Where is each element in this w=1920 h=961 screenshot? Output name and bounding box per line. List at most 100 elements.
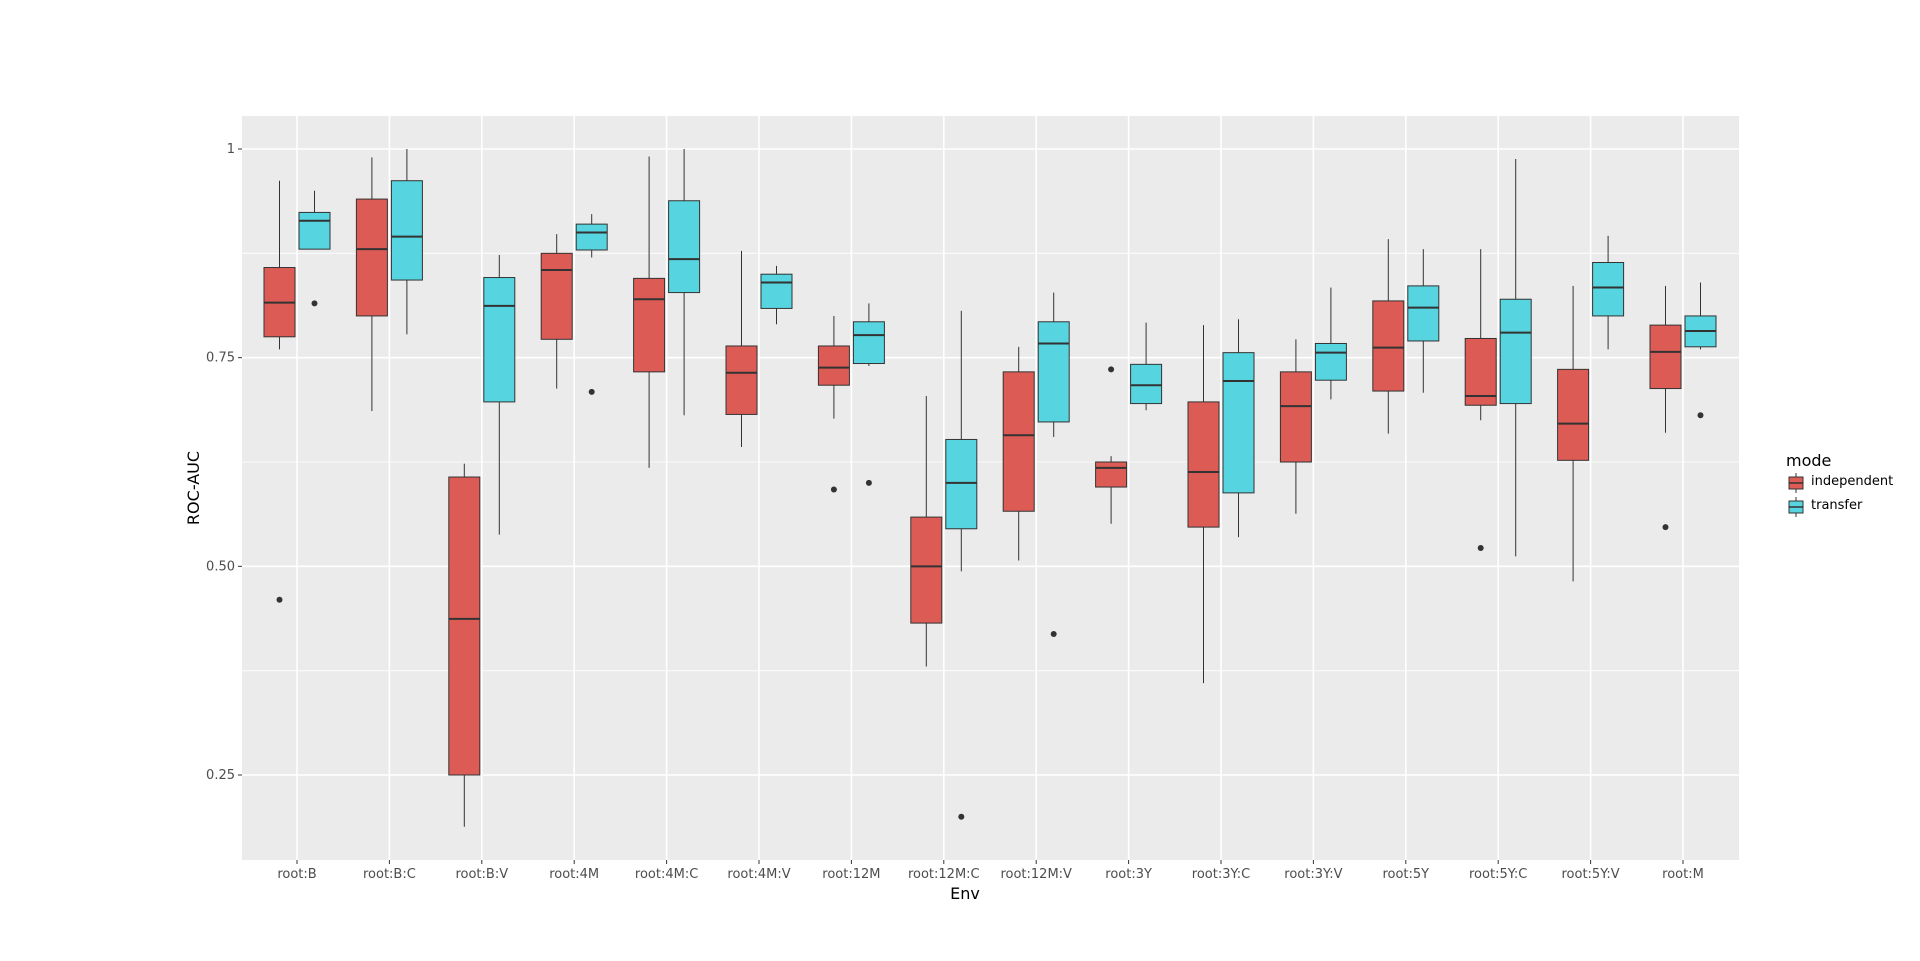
outlier-point <box>1662 524 1669 531</box>
outlier-point <box>830 486 837 493</box>
box-independent-root-3Y-C <box>1187 325 1220 684</box>
outlier-point <box>588 388 595 395</box>
outlier-point <box>865 479 872 486</box>
box-independent-root-12M-C <box>910 396 943 667</box>
box-body <box>1407 285 1440 342</box>
box-independent-root-B <box>263 180 296 603</box>
outlier-point <box>276 596 283 603</box>
x-tick-label: root:3Y <box>1105 867 1152 882</box>
box-independent-root-4M-V <box>725 250 758 447</box>
box-body <box>575 223 608 251</box>
box-body <box>668 200 701 294</box>
box-body <box>1592 262 1625 317</box>
y-axis: 0.25 0.50 0.75 1 <box>206 142 242 783</box>
x-tick-label: root:4M:V <box>727 867 790 882</box>
box-body <box>1314 342 1347 381</box>
box-body <box>633 277 666 373</box>
x-tick-label: root:12M:C <box>908 867 980 882</box>
box-transfer-root-4M-C <box>668 149 701 416</box>
box-transfer-root-3Y-V <box>1314 287 1347 400</box>
box-body <box>448 476 481 776</box>
outlier-point <box>958 813 965 820</box>
outlier-point <box>1050 630 1057 637</box>
box-transfer-root-B-C <box>390 149 423 335</box>
legend-label-transfer: transfer <box>1811 498 1863 513</box>
box-transfer-root-5Y-C <box>1499 159 1532 557</box>
box-body <box>1372 300 1405 392</box>
box-transfer-root-B <box>298 190 331 307</box>
box-independent-root-4M <box>540 234 573 389</box>
plot-panel <box>242 116 1739 860</box>
box-independent-root-3Y-V <box>1279 339 1312 514</box>
box-body <box>1279 371 1312 463</box>
gridlines <box>242 116 1739 860</box>
outlier-point <box>1477 544 1484 551</box>
box-body <box>1222 352 1255 494</box>
x-tick-label: root:B <box>277 867 316 882</box>
box-body <box>945 438 978 530</box>
outlier-point <box>1697 412 1704 419</box>
box-independent-root-M <box>1649 285 1682 531</box>
box-independent-root-5Y-V <box>1557 285 1590 582</box>
legend-title: mode <box>1786 451 1831 470</box>
x-tick-label: root:12M <box>822 867 880 882</box>
x-axis: root:B root:B:C root:B:V root:4M root:4M:C ro… <box>277 860 1704 882</box>
box-body <box>760 273 793 309</box>
x-tick-label: root:M <box>1662 867 1704 882</box>
box-independent-root-B-V <box>448 463 481 827</box>
legend: mode independent transfer <box>1786 451 1893 517</box>
box-body <box>1557 368 1590 461</box>
box-body <box>1130 363 1163 405</box>
box-transfer-root-3Y <box>1130 322 1163 411</box>
legend-item-transfer: transfer <box>1788 497 1863 517</box>
box-body <box>355 198 388 317</box>
box-body <box>725 345 758 415</box>
box-series <box>263 149 1717 827</box>
y-tick-label: 0.25 <box>206 768 235 783</box>
outlier-point <box>1108 366 1115 373</box>
box-independent-root-12M-V <box>1002 346 1035 561</box>
box-body <box>1649 324 1682 390</box>
box-transfer-root-5Y-V <box>1592 235 1625 350</box>
x-tick-label: root:B:C <box>363 867 416 882</box>
box-transfer-root-12M <box>852 303 885 486</box>
box-body <box>390 180 423 281</box>
box-transfer-root-4M <box>575 214 608 395</box>
box-transfer-root-12M-V <box>1037 292 1070 637</box>
box-body <box>540 252 573 340</box>
y-tick-label: 0.50 <box>206 559 235 574</box>
box-body <box>1095 461 1128 488</box>
y-tick-label: 0.75 <box>206 351 235 366</box>
x-tick-label: root:3Y:V <box>1284 867 1342 882</box>
box-body <box>1037 321 1070 423</box>
box-body <box>483 277 516 403</box>
x-tick-label: root:12M:V <box>1000 867 1072 882</box>
box-transfer-root-5Y <box>1407 249 1440 393</box>
box-independent-root-B-C <box>355 157 388 412</box>
box-transfer-root-M <box>1684 282 1717 419</box>
box-independent-root-4M-C <box>633 156 666 468</box>
x-tick-label: root:4M <box>549 867 599 882</box>
box-body <box>298 211 331 250</box>
box-transfer-root-12M-C <box>945 310 978 820</box>
box-body <box>1002 371 1035 512</box>
box-transfer-root-B-V <box>483 255 516 535</box>
box-transfer-root-4M-V <box>760 265 793 325</box>
box-body <box>1499 298 1532 405</box>
y-axis-title: ROC-AUC <box>184 451 203 525</box>
box-body <box>1187 401 1220 528</box>
x-tick-label: root:B:V <box>455 867 508 882</box>
legend-label-independent: independent <box>1811 474 1893 489</box>
box-body <box>1464 337 1497 406</box>
x-tick-label: root:5Y:V <box>1561 867 1619 882</box>
box-independent-root-3Y <box>1095 366 1128 524</box>
y-tick-label: 1 <box>227 142 235 157</box>
box-body <box>910 516 943 624</box>
x-tick-label: root:4M:C <box>635 867 698 882</box>
box-independent-root-5Y-C <box>1464 249 1497 551</box>
legend-item-independent: independent <box>1788 473 1893 493</box>
x-tick-label: root:5Y <box>1382 867 1429 882</box>
box-independent-root-5Y <box>1372 239 1405 434</box>
outlier-point <box>311 300 318 307</box>
